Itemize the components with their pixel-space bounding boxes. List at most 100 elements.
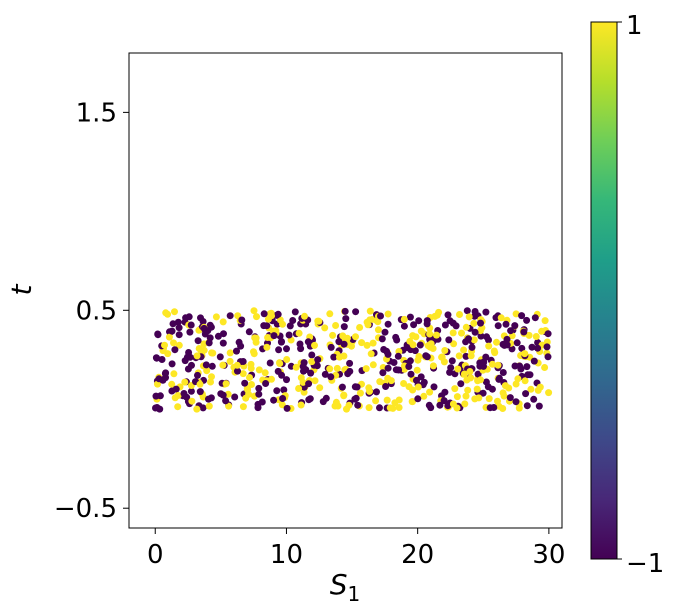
scatter-point xyxy=(344,370,352,378)
scatter-point xyxy=(485,395,493,403)
scatter-point xyxy=(536,383,544,391)
scatter-point xyxy=(275,346,283,354)
scatter-point xyxy=(356,324,364,331)
colorbar: 1 −1 xyxy=(590,11,664,579)
scatter-point xyxy=(262,380,270,387)
scatter-point xyxy=(187,321,195,329)
scatter-point xyxy=(278,371,286,379)
scatter-point xyxy=(477,376,484,384)
scatter-point xyxy=(436,401,444,409)
scatter-point xyxy=(387,377,395,385)
scatter-point xyxy=(494,322,502,330)
scatter-point xyxy=(416,341,424,349)
scatter-point xyxy=(541,364,549,371)
scatter-point xyxy=(521,377,529,385)
scatter-point xyxy=(482,308,490,316)
scatter-point xyxy=(449,329,457,337)
scatter-point xyxy=(246,374,253,381)
scatter-point xyxy=(394,352,402,360)
scatter-point xyxy=(238,316,246,324)
scatter-point xyxy=(207,394,215,402)
x-axis-label-subscript: 1 xyxy=(348,582,361,606)
scatter-point xyxy=(369,339,377,347)
scatter-point xyxy=(430,383,438,391)
scatter-point xyxy=(255,366,263,374)
scatter-point xyxy=(225,402,233,410)
scatter-point xyxy=(523,363,531,371)
colorbar-label-high: 1 xyxy=(626,11,643,41)
scatter-point xyxy=(202,361,210,369)
scatter-point xyxy=(340,340,348,348)
scatter-point xyxy=(379,369,387,377)
scatter-point xyxy=(423,320,431,328)
scatter-point xyxy=(422,352,430,360)
scatter-point xyxy=(208,373,215,381)
scatter-point xyxy=(488,385,496,393)
scatter-point xyxy=(409,341,417,349)
scatter-point xyxy=(161,341,168,349)
y-tick-label: −0.5 xyxy=(54,494,117,524)
scatter-point xyxy=(335,338,343,346)
scatter-point xyxy=(462,352,470,360)
scatter-point xyxy=(182,314,190,322)
scatter-point xyxy=(343,405,350,413)
scatter-point xyxy=(512,310,520,318)
scatter-point xyxy=(405,383,413,391)
scatter-point xyxy=(181,357,189,365)
scatter-point xyxy=(175,341,183,349)
scatter-point xyxy=(471,328,479,336)
scatter-point xyxy=(186,328,194,336)
scatter-point xyxy=(270,396,278,404)
scatter-point xyxy=(306,395,314,403)
scatter-point xyxy=(326,310,334,318)
scatter-point xyxy=(188,397,196,405)
scatter-point xyxy=(490,404,498,411)
scatter-point xyxy=(253,313,260,321)
scatter-point xyxy=(462,392,470,400)
scatter-point xyxy=(501,382,509,390)
scatter-point xyxy=(226,312,234,320)
scatter-point xyxy=(280,386,288,394)
scatter-point xyxy=(162,309,170,317)
y-tick-label: 1.5 xyxy=(76,98,117,128)
scatter-point xyxy=(531,314,539,322)
scatter-point xyxy=(219,318,227,326)
scatter-point xyxy=(392,333,400,341)
scatter-point xyxy=(270,332,278,340)
scatter-point xyxy=(518,312,526,320)
scatter-point xyxy=(222,380,230,388)
scatter-point xyxy=(475,394,483,402)
scatter-point xyxy=(285,331,293,339)
scatter-point xyxy=(374,318,382,326)
scatter-point xyxy=(188,361,195,369)
scatter-point xyxy=(219,391,227,399)
scatter-point xyxy=(295,329,303,337)
scatter-point xyxy=(383,347,390,355)
scatter-point xyxy=(276,360,284,367)
scatter-point xyxy=(194,371,201,379)
scatter-point xyxy=(274,310,282,318)
y-axis-ticks: −0.5 0.5 1.5 xyxy=(54,98,129,524)
scatter-point xyxy=(311,377,319,385)
scatter-point xyxy=(193,405,201,413)
scatter-point xyxy=(196,388,204,396)
scatter-point xyxy=(168,360,176,368)
scatter-point xyxy=(286,322,294,330)
scatter-point xyxy=(226,357,234,365)
scatter-point xyxy=(494,397,501,405)
scatter-point xyxy=(292,363,300,371)
scatter-point xyxy=(327,343,335,351)
scatter-point xyxy=(154,380,161,388)
scatter-point xyxy=(171,394,179,402)
scatter-point xyxy=(170,339,177,347)
scatter-point xyxy=(332,398,340,406)
scatter-point xyxy=(512,398,520,406)
scatter-point xyxy=(322,394,330,402)
scatter-point xyxy=(473,385,481,393)
scatter-point xyxy=(471,308,479,315)
scatter-point xyxy=(171,346,179,354)
scatter-point xyxy=(255,384,263,392)
scatter-point xyxy=(174,318,182,326)
scatter-point xyxy=(153,404,161,411)
scatter-point xyxy=(266,359,274,367)
